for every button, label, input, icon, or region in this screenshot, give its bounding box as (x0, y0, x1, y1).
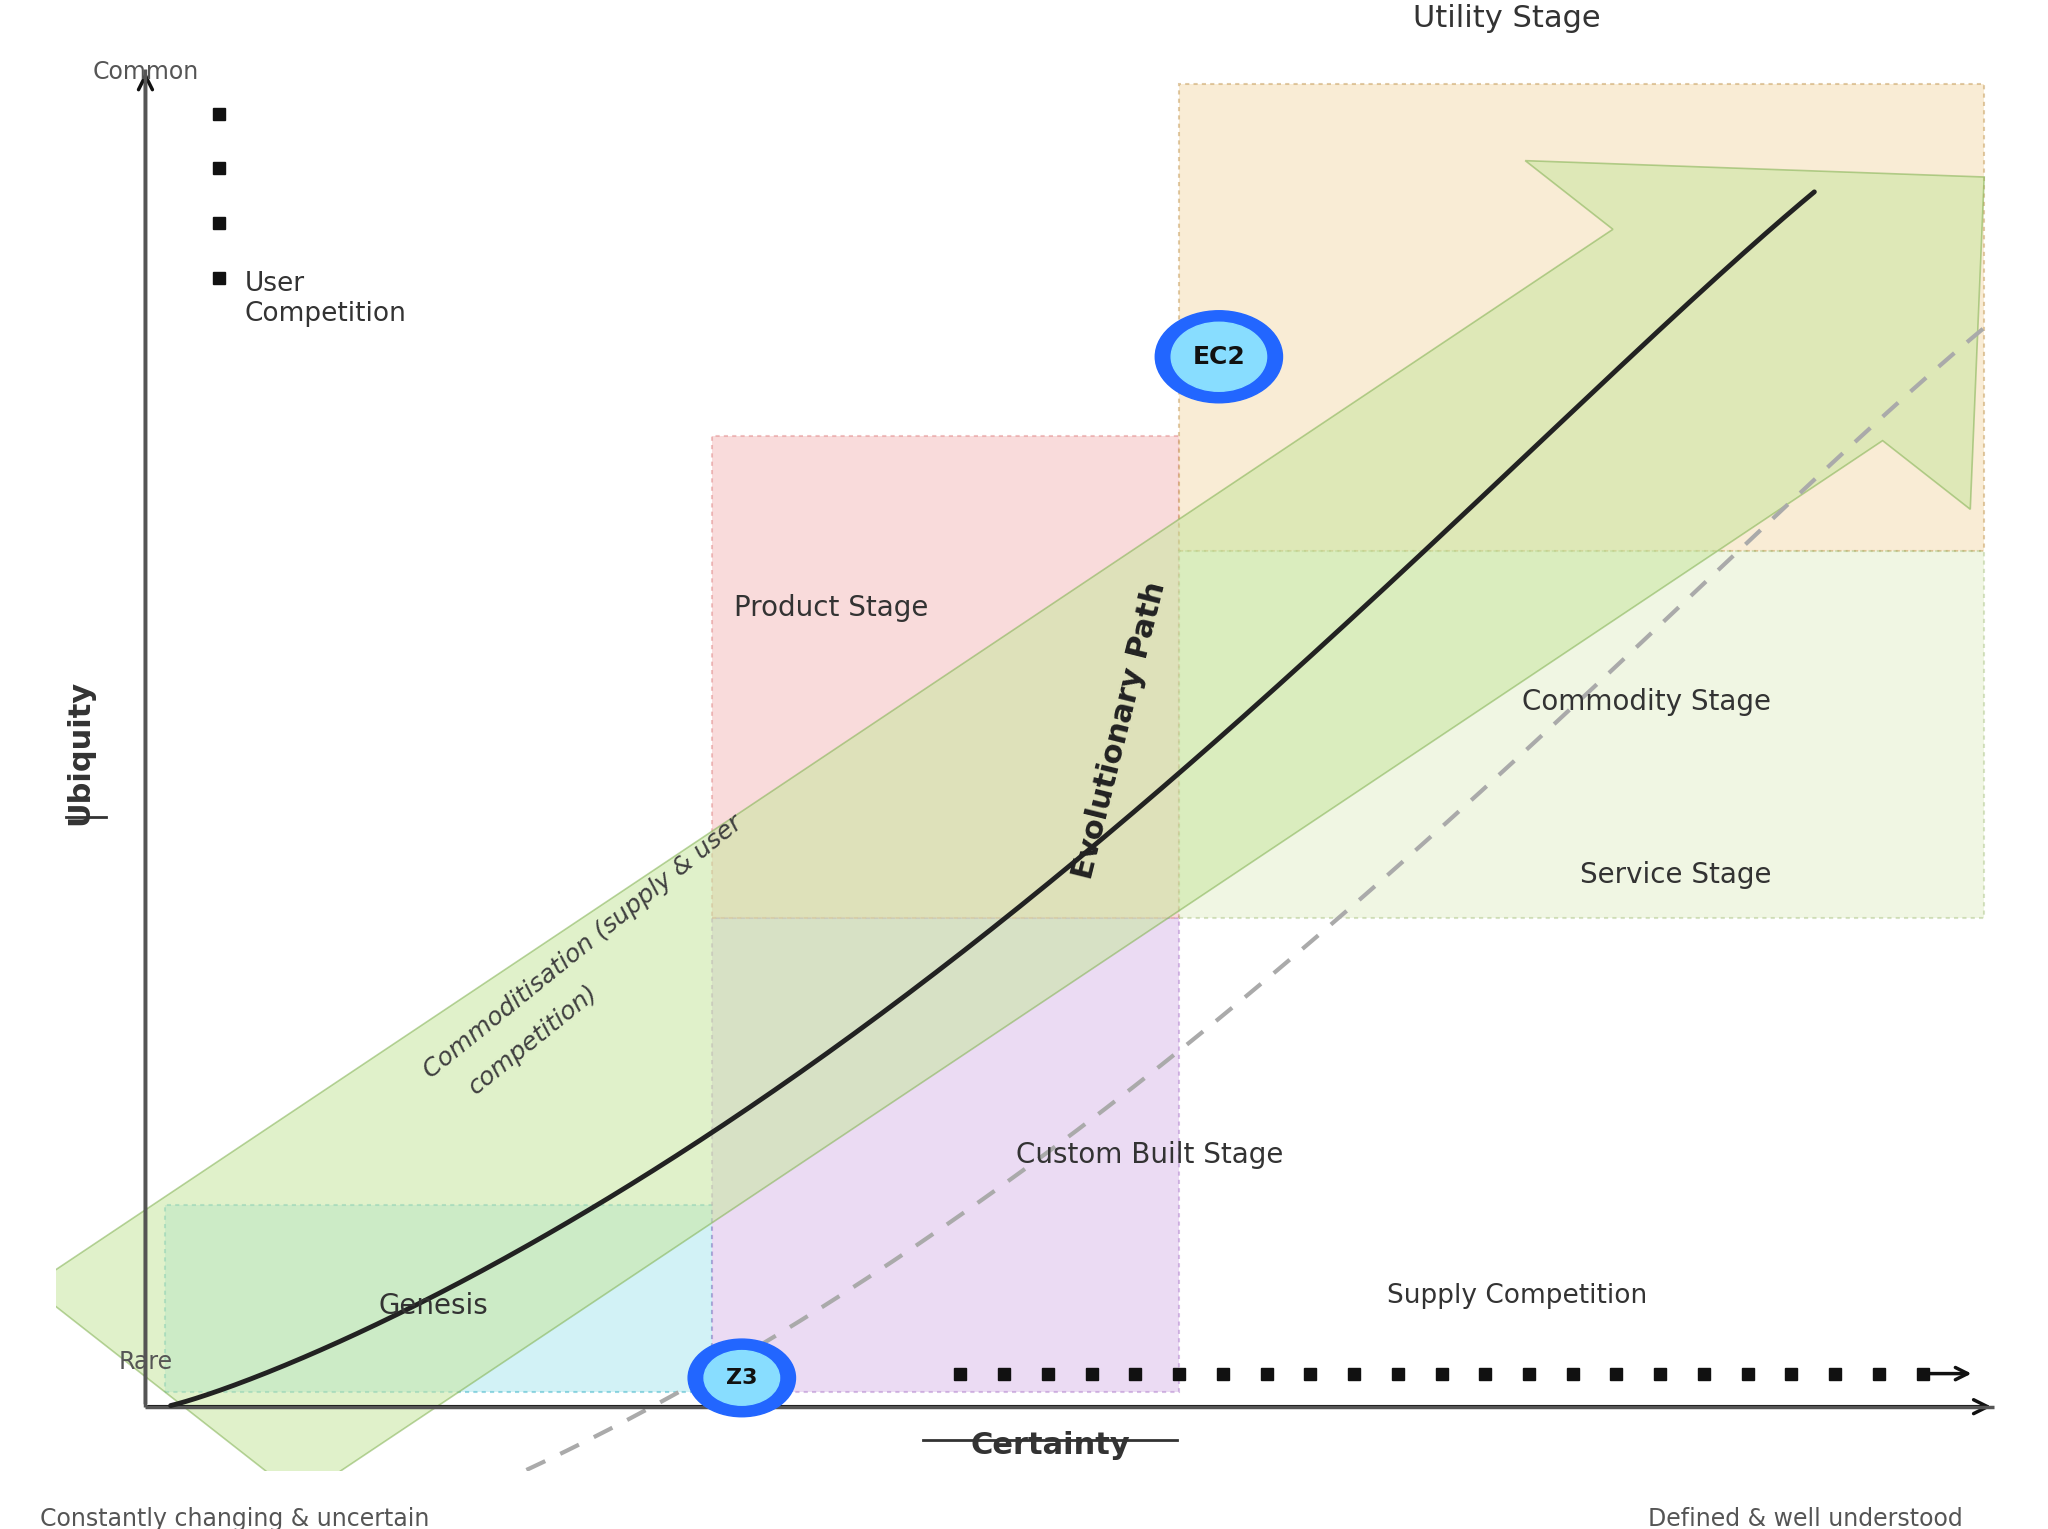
Text: EC2: EC2 (1192, 344, 1245, 368)
Text: Genesis: Genesis (379, 1292, 489, 1320)
Text: Supply Competition: Supply Competition (1386, 1283, 1647, 1309)
Text: Common: Common (92, 60, 199, 84)
Text: Custom Built Stage: Custom Built Stage (1016, 1141, 1282, 1170)
Text: Certainty: Certainty (971, 1431, 1130, 1460)
Text: Service Stage: Service Stage (1581, 861, 1772, 888)
Bar (713, 917, 1180, 1393)
Polygon shape (31, 161, 1985, 1498)
Bar (1180, 84, 1985, 550)
Text: Commoditisation (supply & user: Commoditisation (supply & user (418, 810, 748, 1083)
Text: Commodity Stage: Commodity Stage (1522, 688, 1772, 716)
Text: Ubiquity: Ubiquity (66, 680, 94, 826)
Text: Z3: Z3 (727, 1368, 758, 1388)
Text: Product Stage: Product Stage (733, 595, 928, 622)
Circle shape (1171, 323, 1266, 391)
Text: Evolutionary Path: Evolutionary Path (1069, 579, 1171, 882)
Bar (1180, 550, 1985, 917)
Text: User
Competition: User Competition (246, 271, 408, 327)
Bar (713, 436, 1180, 917)
Text: Constantly changing & uncertain: Constantly changing & uncertain (41, 1508, 430, 1529)
Text: competition): competition) (463, 980, 602, 1099)
Text: Rare: Rare (119, 1350, 172, 1373)
Circle shape (1155, 310, 1282, 402)
Text: Defined & well understood: Defined & well understood (1649, 1508, 1962, 1529)
Circle shape (688, 1339, 795, 1417)
Bar (166, 1205, 713, 1393)
Text: Utility Stage: Utility Stage (1413, 5, 1602, 34)
Circle shape (705, 1350, 780, 1405)
